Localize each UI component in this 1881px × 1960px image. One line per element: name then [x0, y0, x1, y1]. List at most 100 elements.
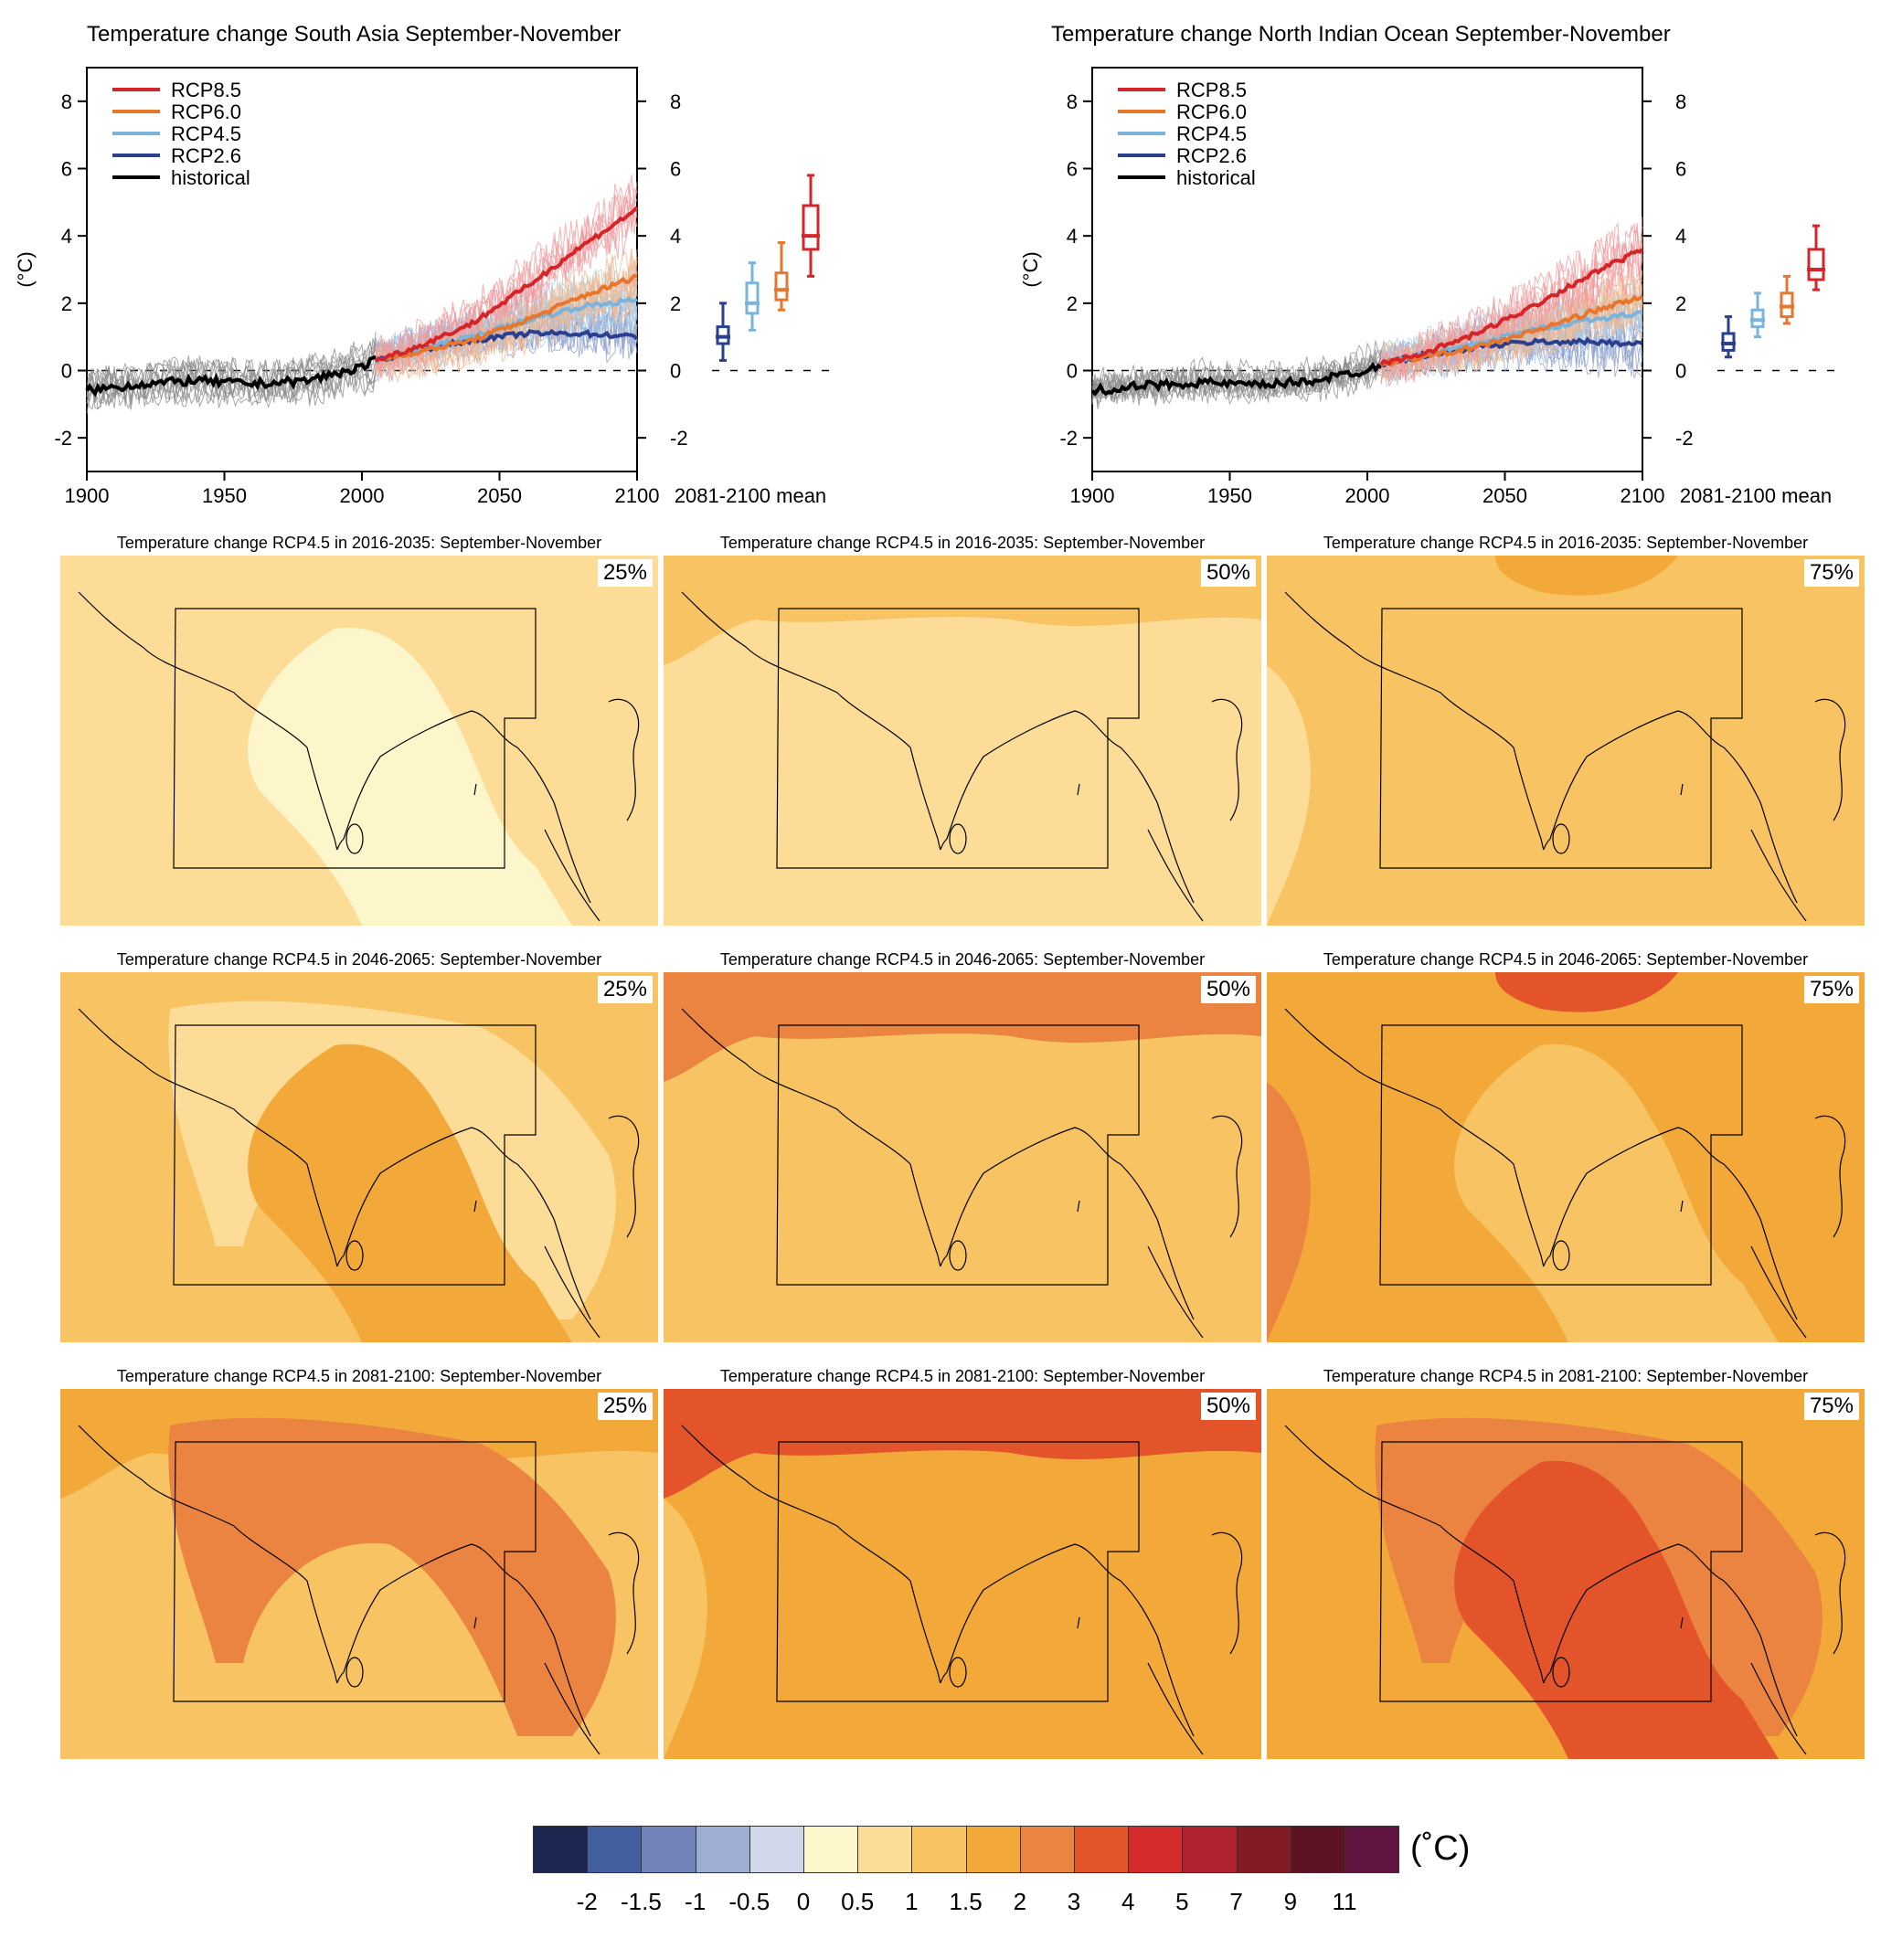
colorbar-tick-label: -0.5: [728, 1888, 770, 1915]
colorbar-tick-label: 0: [796, 1888, 811, 1915]
colorbar-swatch: [1019, 1826, 1075, 1873]
island-outline: [1680, 1200, 1684, 1213]
region-boundary: [1379, 1024, 1743, 1286]
ensemble-member-line: [1380, 224, 1643, 370]
temperature-map: [1267, 972, 1865, 1342]
map-contour-patch: [248, 627, 572, 926]
coastline: [544, 1245, 600, 1339]
boxplot-label: 2081-2100 mean: [675, 484, 826, 507]
y-tick-label-right: 4: [1675, 225, 1686, 248]
coastline: [1211, 698, 1243, 821]
colorbar-tick-label: -1: [685, 1888, 707, 1915]
legend-entry: RCP6.0: [171, 101, 241, 123]
ensemble-member-line: [86, 332, 377, 393]
colorbar-tick-label: -2: [576, 1888, 598, 1915]
coastline: [681, 1008, 1195, 1320]
coastline: [78, 591, 591, 904]
percentile-label: 25%: [597, 976, 653, 1003]
box-body: [802, 204, 820, 251]
island-outline: [1077, 1200, 1080, 1213]
coastline: [1284, 1008, 1798, 1320]
temperature-map: [664, 1389, 1261, 1759]
island-outline: [949, 823, 967, 854]
coastline: [1147, 829, 1204, 922]
series-mean-historical: [85, 355, 377, 397]
map-area: 75%: [1267, 972, 1865, 1342]
y-axis-label: (°C): [14, 251, 37, 287]
ensemble-member-line: [1091, 356, 1382, 406]
series-mean-historical: [1090, 362, 1383, 397]
island-outline: [1552, 1657, 1570, 1688]
map-area: 50%: [664, 556, 1261, 926]
coastline: [1147, 1245, 1204, 1339]
map-area: 50%: [664, 1389, 1261, 1759]
map-contour-patch: [1495, 972, 1678, 1012]
island-outline: [949, 1240, 967, 1271]
island-outline: [473, 1616, 477, 1629]
map-contour-patch: [664, 1499, 707, 1759]
map-title: Temperature change RCP4.5 in 2016-2035: …: [116, 534, 602, 552]
region-boundary: [173, 1024, 537, 1286]
map-area: 75%: [1267, 1389, 1865, 1759]
island-outline: [949, 1657, 967, 1688]
temperature-map: [664, 972, 1261, 1342]
colorbar-tick-label: 7: [1229, 1888, 1243, 1915]
map-panel: Temperature change RCP4.5 in 2046-2065: …: [1267, 950, 1865, 1371]
map-contour-patch: [1454, 1460, 1779, 1759]
map-title: Temperature change RCP4.5 in 2081-2100: …: [1323, 1367, 1809, 1385]
percentile-label: 75%: [1803, 976, 1859, 1003]
y-tick-label-right: 6: [670, 158, 681, 181]
colorbar-swatch: [1236, 1826, 1291, 1873]
map-contour-patch: [1267, 665, 1311, 926]
colorbar-swatch: [857, 1826, 913, 1873]
map-panel: Temperature change RCP4.5 in 2081-2100: …: [1267, 1367, 1865, 1787]
region-boundary: [776, 1024, 1140, 1286]
y-tick-label: 6: [61, 158, 72, 181]
percentile-label: 75%: [1803, 559, 1859, 587]
x-tick-label: 2000: [340, 484, 385, 507]
legend-entry: RCP8.5: [171, 79, 241, 101]
y-tick-label: 6: [1067, 158, 1078, 181]
y-tick-label-right: 8: [670, 90, 681, 113]
timeseries-chart: -2 -2 0 0 2 2 4 4 6 6 8 8 1900 1950 2000 2050 2100 (°C) RC…: [14, 67, 833, 507]
colorbar-tick-label: 5: [1175, 1888, 1189, 1915]
temperature-map: [60, 972, 658, 1342]
coastline: [78, 1425, 591, 1737]
temperature-map: [1267, 556, 1865, 926]
percentile-label: 75%: [1803, 1393, 1859, 1420]
colorbar-tick-label: 2: [1013, 1888, 1027, 1915]
colorbar-tick-label: 1.5: [949, 1888, 983, 1915]
legend-entry: RCP4.5: [171, 122, 241, 145]
colorbar-swatch: [749, 1826, 804, 1873]
series-mean-rcp60: [375, 273, 638, 362]
island-outline: [345, 823, 364, 854]
island-outline: [473, 783, 477, 796]
map-title: Temperature change RCP4.5 in 2046-2065: …: [719, 950, 1206, 969]
colorbar-swatch: [1344, 1826, 1400, 1873]
coastline: [1211, 1531, 1243, 1655]
y-tick-label: -2: [1059, 427, 1078, 450]
colorbar-tick-label: -1.5: [620, 1888, 662, 1915]
map-area: 25%: [60, 972, 658, 1342]
y-tick-label: 0: [1067, 360, 1078, 383]
coastline: [1284, 591, 1798, 904]
map-contour-patch: [664, 972, 1261, 1082]
coastline: [1750, 829, 1807, 922]
x-tick-label: 2100: [615, 484, 660, 507]
island-outline: [1077, 783, 1080, 796]
y-tick-label-right: 4: [670, 225, 681, 248]
island-outline: [1680, 783, 1684, 796]
x-tick-label: 2050: [477, 484, 522, 507]
coastline: [608, 698, 640, 821]
box-body: [1807, 248, 1825, 281]
island-outline: [473, 1200, 477, 1213]
coastline: [608, 1115, 640, 1238]
series-mean-rcp85: [1379, 248, 1644, 366]
map-area: 25%: [60, 1389, 658, 1759]
temperature-map: [664, 556, 1261, 926]
y-tick-label-right: 2: [670, 292, 681, 315]
ensemble-member-line: [375, 175, 638, 366]
legend-entry: historical: [1176, 166, 1256, 189]
timeseries-panel-north-indian-ocean: Temperature change North Indian Ocean Se…: [1005, 0, 1881, 530]
map-title: Temperature change RCP4.5 in 2016-2035: …: [719, 534, 1206, 552]
